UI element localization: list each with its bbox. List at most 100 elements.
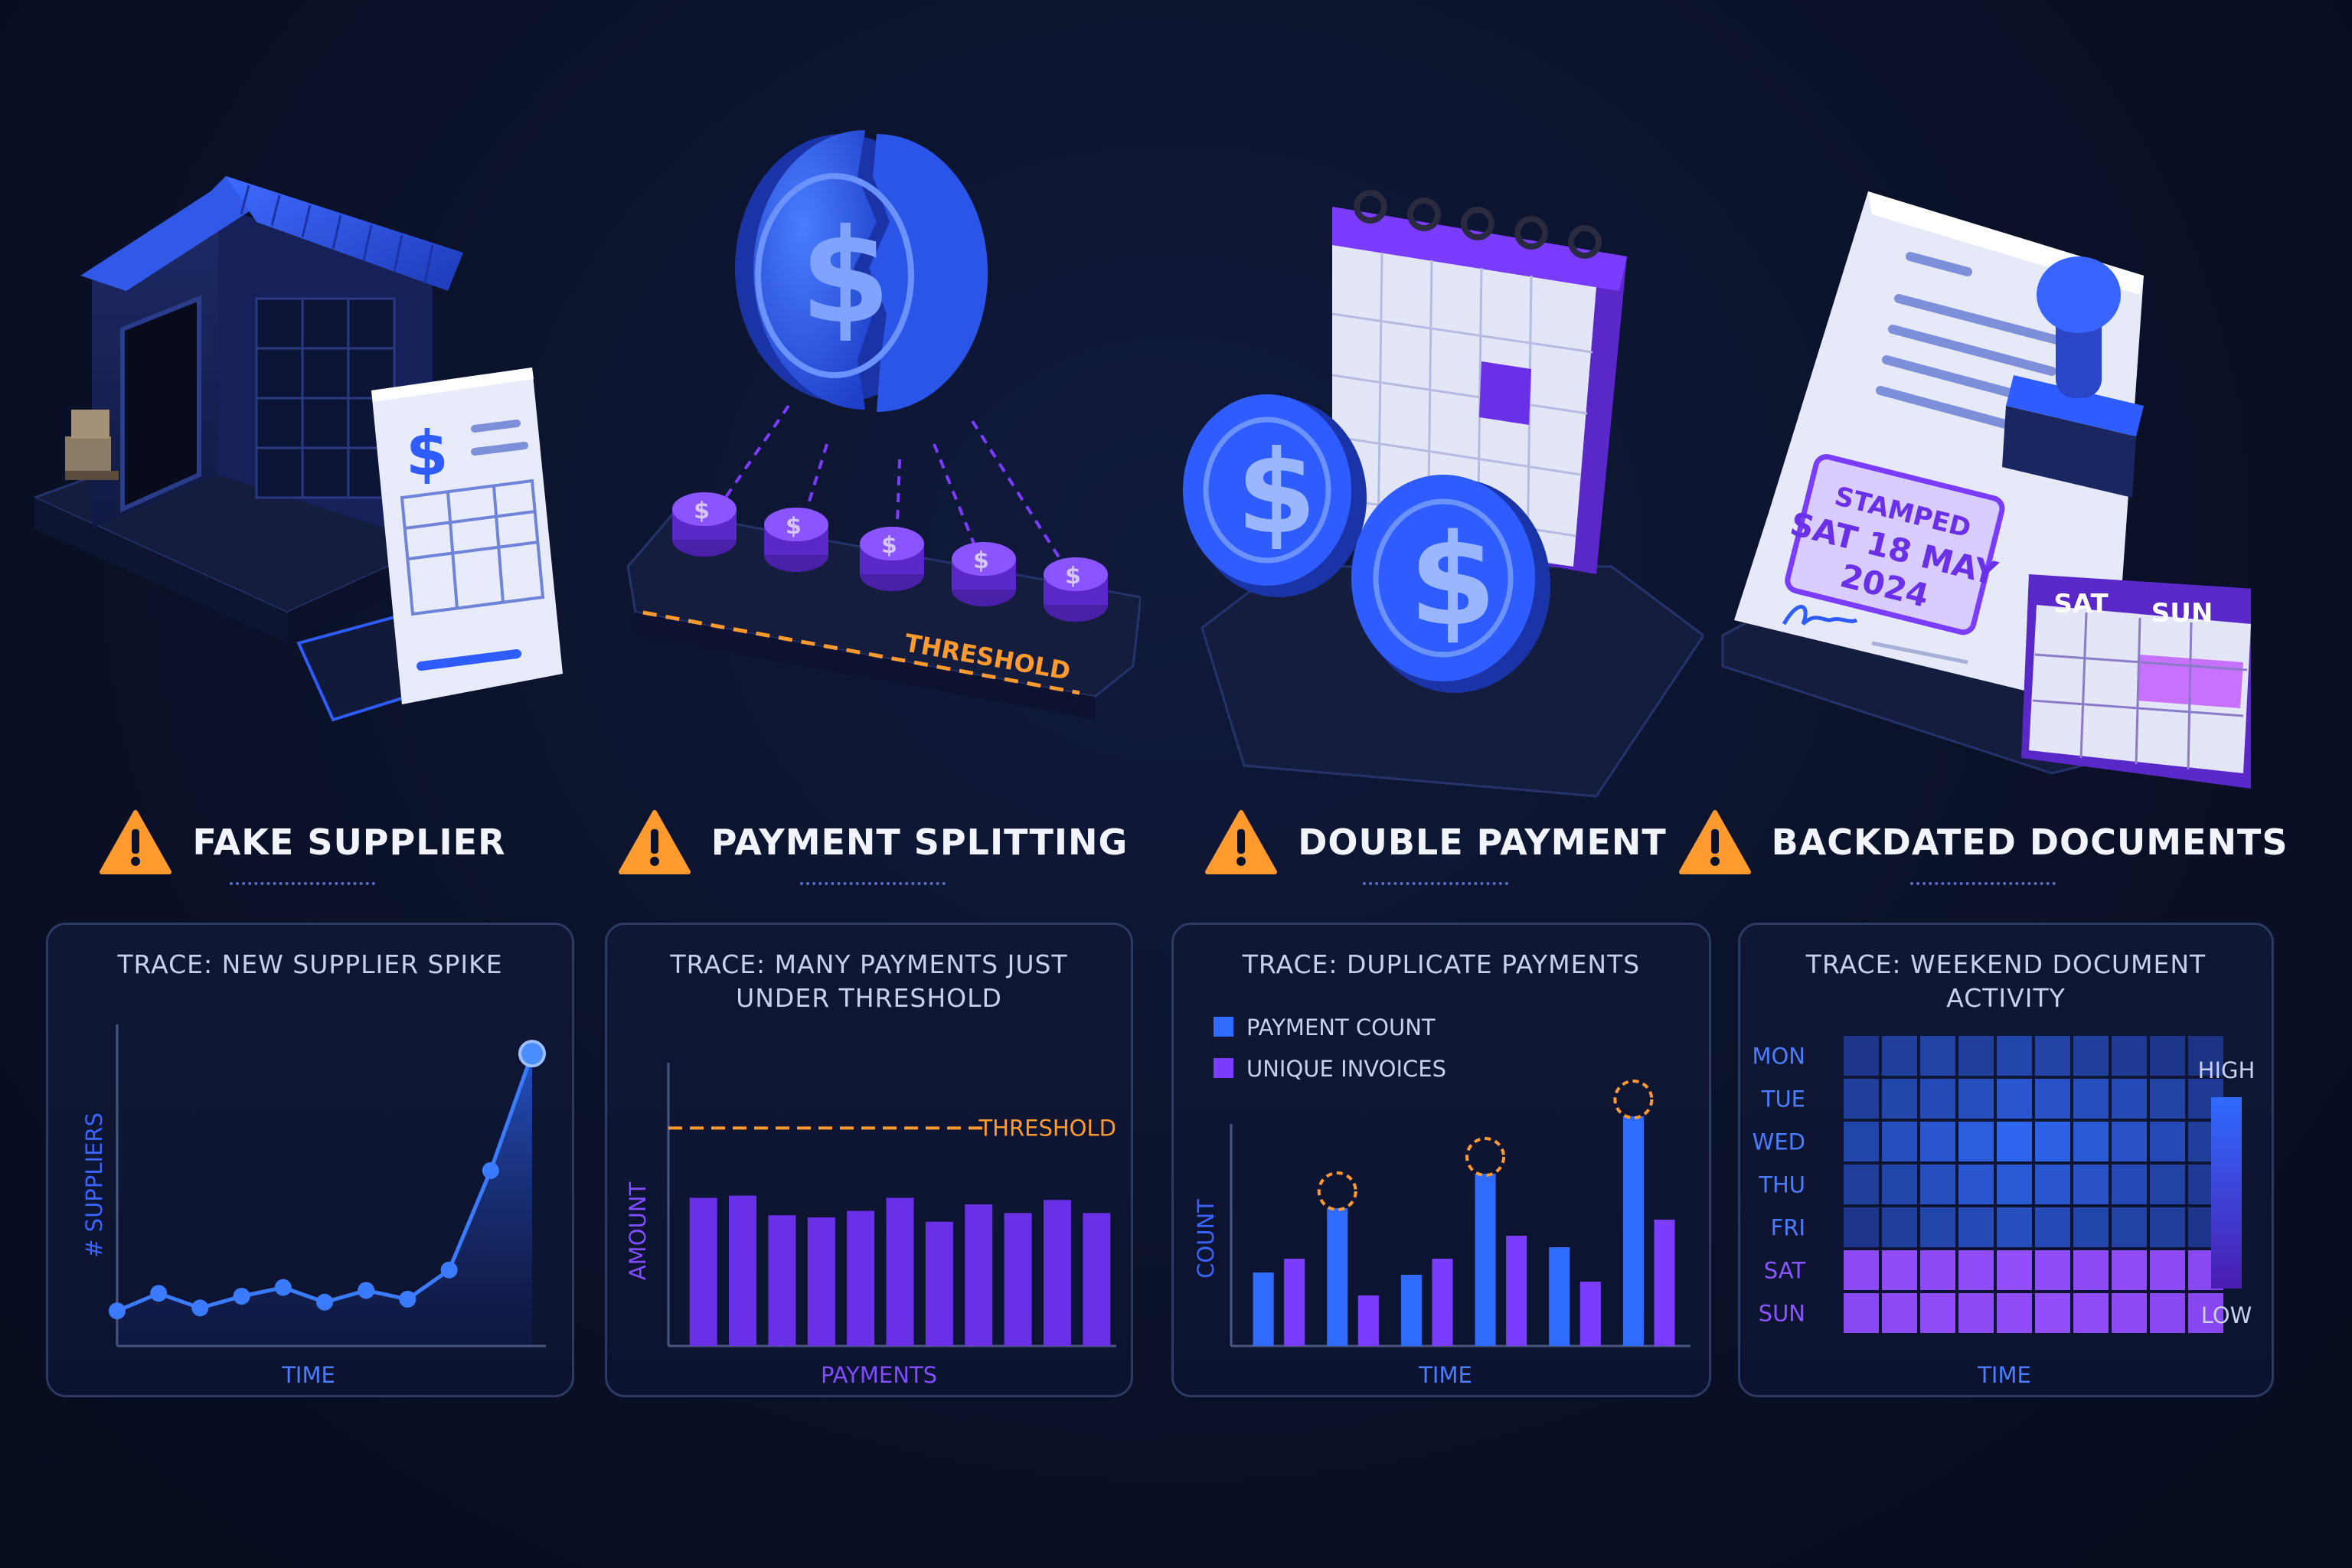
heatmap-cell bbox=[1920, 1036, 1955, 1076]
heatmap-cell bbox=[2112, 1293, 2147, 1333]
svg-text:$: $ bbox=[406, 418, 449, 489]
heatmap-cell bbox=[2112, 1250, 2147, 1290]
legend-label: PAYMENT COUNT bbox=[1246, 1014, 1436, 1040]
heatmap-cell bbox=[2035, 1293, 2070, 1333]
heatmap-cell bbox=[2150, 1250, 2185, 1290]
svg-text:$: $ bbox=[973, 547, 989, 574]
bar bbox=[1432, 1259, 1453, 1346]
line-chart: TIME # SUPPLIERS bbox=[81, 1024, 546, 1388]
data-point bbox=[482, 1161, 499, 1179]
double-payment-illustration: $ $ bbox=[1168, 115, 1704, 804]
bar bbox=[1083, 1213, 1111, 1346]
heatmap-cell bbox=[1844, 1079, 1879, 1119]
heatmap-cell bbox=[2188, 1293, 2223, 1333]
legend-swatch-payment-count bbox=[1214, 1017, 1233, 1037]
heatmap-chart: MON TUE WED THU FRI SAT SUN HIGH LOW TIME bbox=[1752, 1036, 2256, 1388]
x-axis-label: TIME bbox=[1418, 1362, 1472, 1388]
heatmap-cell bbox=[2112, 1122, 2147, 1161]
bar bbox=[925, 1221, 953, 1346]
heatmap-cell bbox=[1958, 1293, 1994, 1333]
heatmap-cell bbox=[2073, 1036, 2109, 1076]
duplicate-highlight-ring bbox=[1317, 1171, 1357, 1211]
divider bbox=[800, 882, 946, 885]
warning-triangle-icon bbox=[1205, 810, 1278, 874]
heatmap-cell bbox=[2073, 1122, 2109, 1161]
heatmap-cell bbox=[2150, 1079, 2185, 1119]
heatmap-cell bbox=[1882, 1165, 1917, 1204]
data-point bbox=[274, 1279, 292, 1296]
heatmap-cell bbox=[1997, 1165, 2032, 1204]
panel-label: BACKDATED DOCUMENTS bbox=[1678, 800, 2287, 884]
data-point bbox=[233, 1288, 250, 1305]
svg-text:$: $ bbox=[694, 498, 710, 524]
heatmap-row-label: SAT bbox=[1764, 1257, 1806, 1283]
heatmap-cell bbox=[1882, 1122, 1917, 1161]
heatmap-cell bbox=[1882, 1079, 1917, 1119]
stamped-document-icon: STAMPED SAT 18 MAY 2024 SAT SUN bbox=[1721, 191, 2251, 789]
heatmap-cell bbox=[1920, 1079, 1955, 1119]
data-point bbox=[440, 1261, 458, 1279]
bar bbox=[1506, 1236, 1527, 1346]
y-axis-label: COUNT bbox=[1193, 1199, 1219, 1279]
heatmap-cell bbox=[1997, 1250, 2032, 1290]
divider bbox=[1910, 882, 2056, 885]
warehouse-illustration: $ bbox=[34, 115, 570, 804]
chart-title: TRACE: DUPLICATE PAYMENTS bbox=[1242, 949, 1641, 979]
data-point bbox=[358, 1282, 375, 1299]
data-point bbox=[316, 1293, 333, 1311]
bar bbox=[1400, 1275, 1422, 1346]
svg-text:$: $ bbox=[1236, 426, 1316, 560]
line-area-fill bbox=[117, 1054, 532, 1346]
y-axis-label: AMOUNT bbox=[625, 1182, 651, 1281]
legend-swatch-unique-invoices bbox=[1214, 1058, 1233, 1078]
heatmap-cell bbox=[1844, 1293, 1879, 1333]
data-point bbox=[518, 1040, 546, 1068]
backdated-documents-illustration: STAMPED SAT 18 MAY 2024 SAT SUN bbox=[1715, 115, 2251, 804]
chart-title: TRACE: MANY PAYMENTS JUST UNDER THRESHOL… bbox=[670, 949, 1068, 1013]
y-axis-label: # SUPPLIERS bbox=[81, 1112, 107, 1258]
heatmap-cell bbox=[2035, 1250, 2070, 1290]
heatmap-cell bbox=[1920, 1165, 1955, 1204]
data-point bbox=[191, 1299, 209, 1317]
panel-title: FAKE SUPPLIER bbox=[192, 822, 506, 863]
chart-card-threshold: TRACE: MANY PAYMENTS JUST UNDER THRESHOL… bbox=[605, 923, 1133, 1397]
heatmap-cell bbox=[1997, 1293, 2032, 1333]
heatmap-cell bbox=[1997, 1036, 2032, 1076]
bar bbox=[729, 1195, 757, 1346]
panel-label: PAYMENT SPLITTING bbox=[605, 800, 1141, 884]
bar bbox=[1654, 1220, 1675, 1346]
bar bbox=[1549, 1247, 1570, 1346]
payment-splitting-illustration: $ $ $ $ $ $ THRESHOLD bbox=[605, 115, 1141, 804]
duplicate-highlight-ring bbox=[1465, 1137, 1506, 1177]
heatmap-cell bbox=[1882, 1293, 1917, 1333]
heatmap-cell bbox=[2112, 1165, 2147, 1204]
warning-triangle-icon bbox=[618, 810, 691, 874]
heatmap-cell bbox=[2035, 1207, 2070, 1247]
heatmap-cell bbox=[1958, 1207, 1994, 1247]
chart-card-duplicate: TRACE: DUPLICATE PAYMENTS PAYMENT COUNT … bbox=[1171, 923, 1711, 1397]
legend-high-label: HIGH bbox=[2198, 1057, 2256, 1083]
chart-card-new-supplier: TRACE: NEW SUPPLIER SPIKE TIME # SUPPLIE… bbox=[46, 923, 574, 1397]
bar bbox=[689, 1197, 717, 1346]
heatmap-cell bbox=[2035, 1122, 2070, 1161]
bar bbox=[847, 1210, 875, 1346]
svg-text:$: $ bbox=[1065, 563, 1081, 590]
bar bbox=[965, 1204, 993, 1346]
heatmap-cell bbox=[1844, 1250, 1879, 1290]
chart-card-weekend: TRACE: WEEKEND DOCUMENT ACTIVITY MON TUE W… bbox=[1738, 923, 2274, 1397]
data-point bbox=[399, 1290, 416, 1308]
heatmap-cell bbox=[1997, 1079, 2032, 1119]
bar bbox=[768, 1215, 796, 1346]
bar bbox=[1284, 1259, 1305, 1346]
warning-triangle-icon bbox=[100, 810, 172, 874]
heatmap-cell bbox=[2073, 1207, 2109, 1247]
heatmap-cell bbox=[1997, 1207, 2032, 1247]
bar bbox=[1043, 1200, 1071, 1346]
svg-text:$: $ bbox=[1409, 507, 1497, 654]
bar-chart: PAYMENTS AMOUNT THRESHOLD bbox=[625, 1063, 1116, 1388]
calendar-day: SAT bbox=[2053, 589, 2109, 619]
heatmap-cell bbox=[2112, 1207, 2147, 1247]
panel-label: FAKE SUPPLIER bbox=[34, 800, 570, 884]
svg-text:$: $ bbox=[881, 532, 897, 559]
bar bbox=[807, 1217, 835, 1346]
